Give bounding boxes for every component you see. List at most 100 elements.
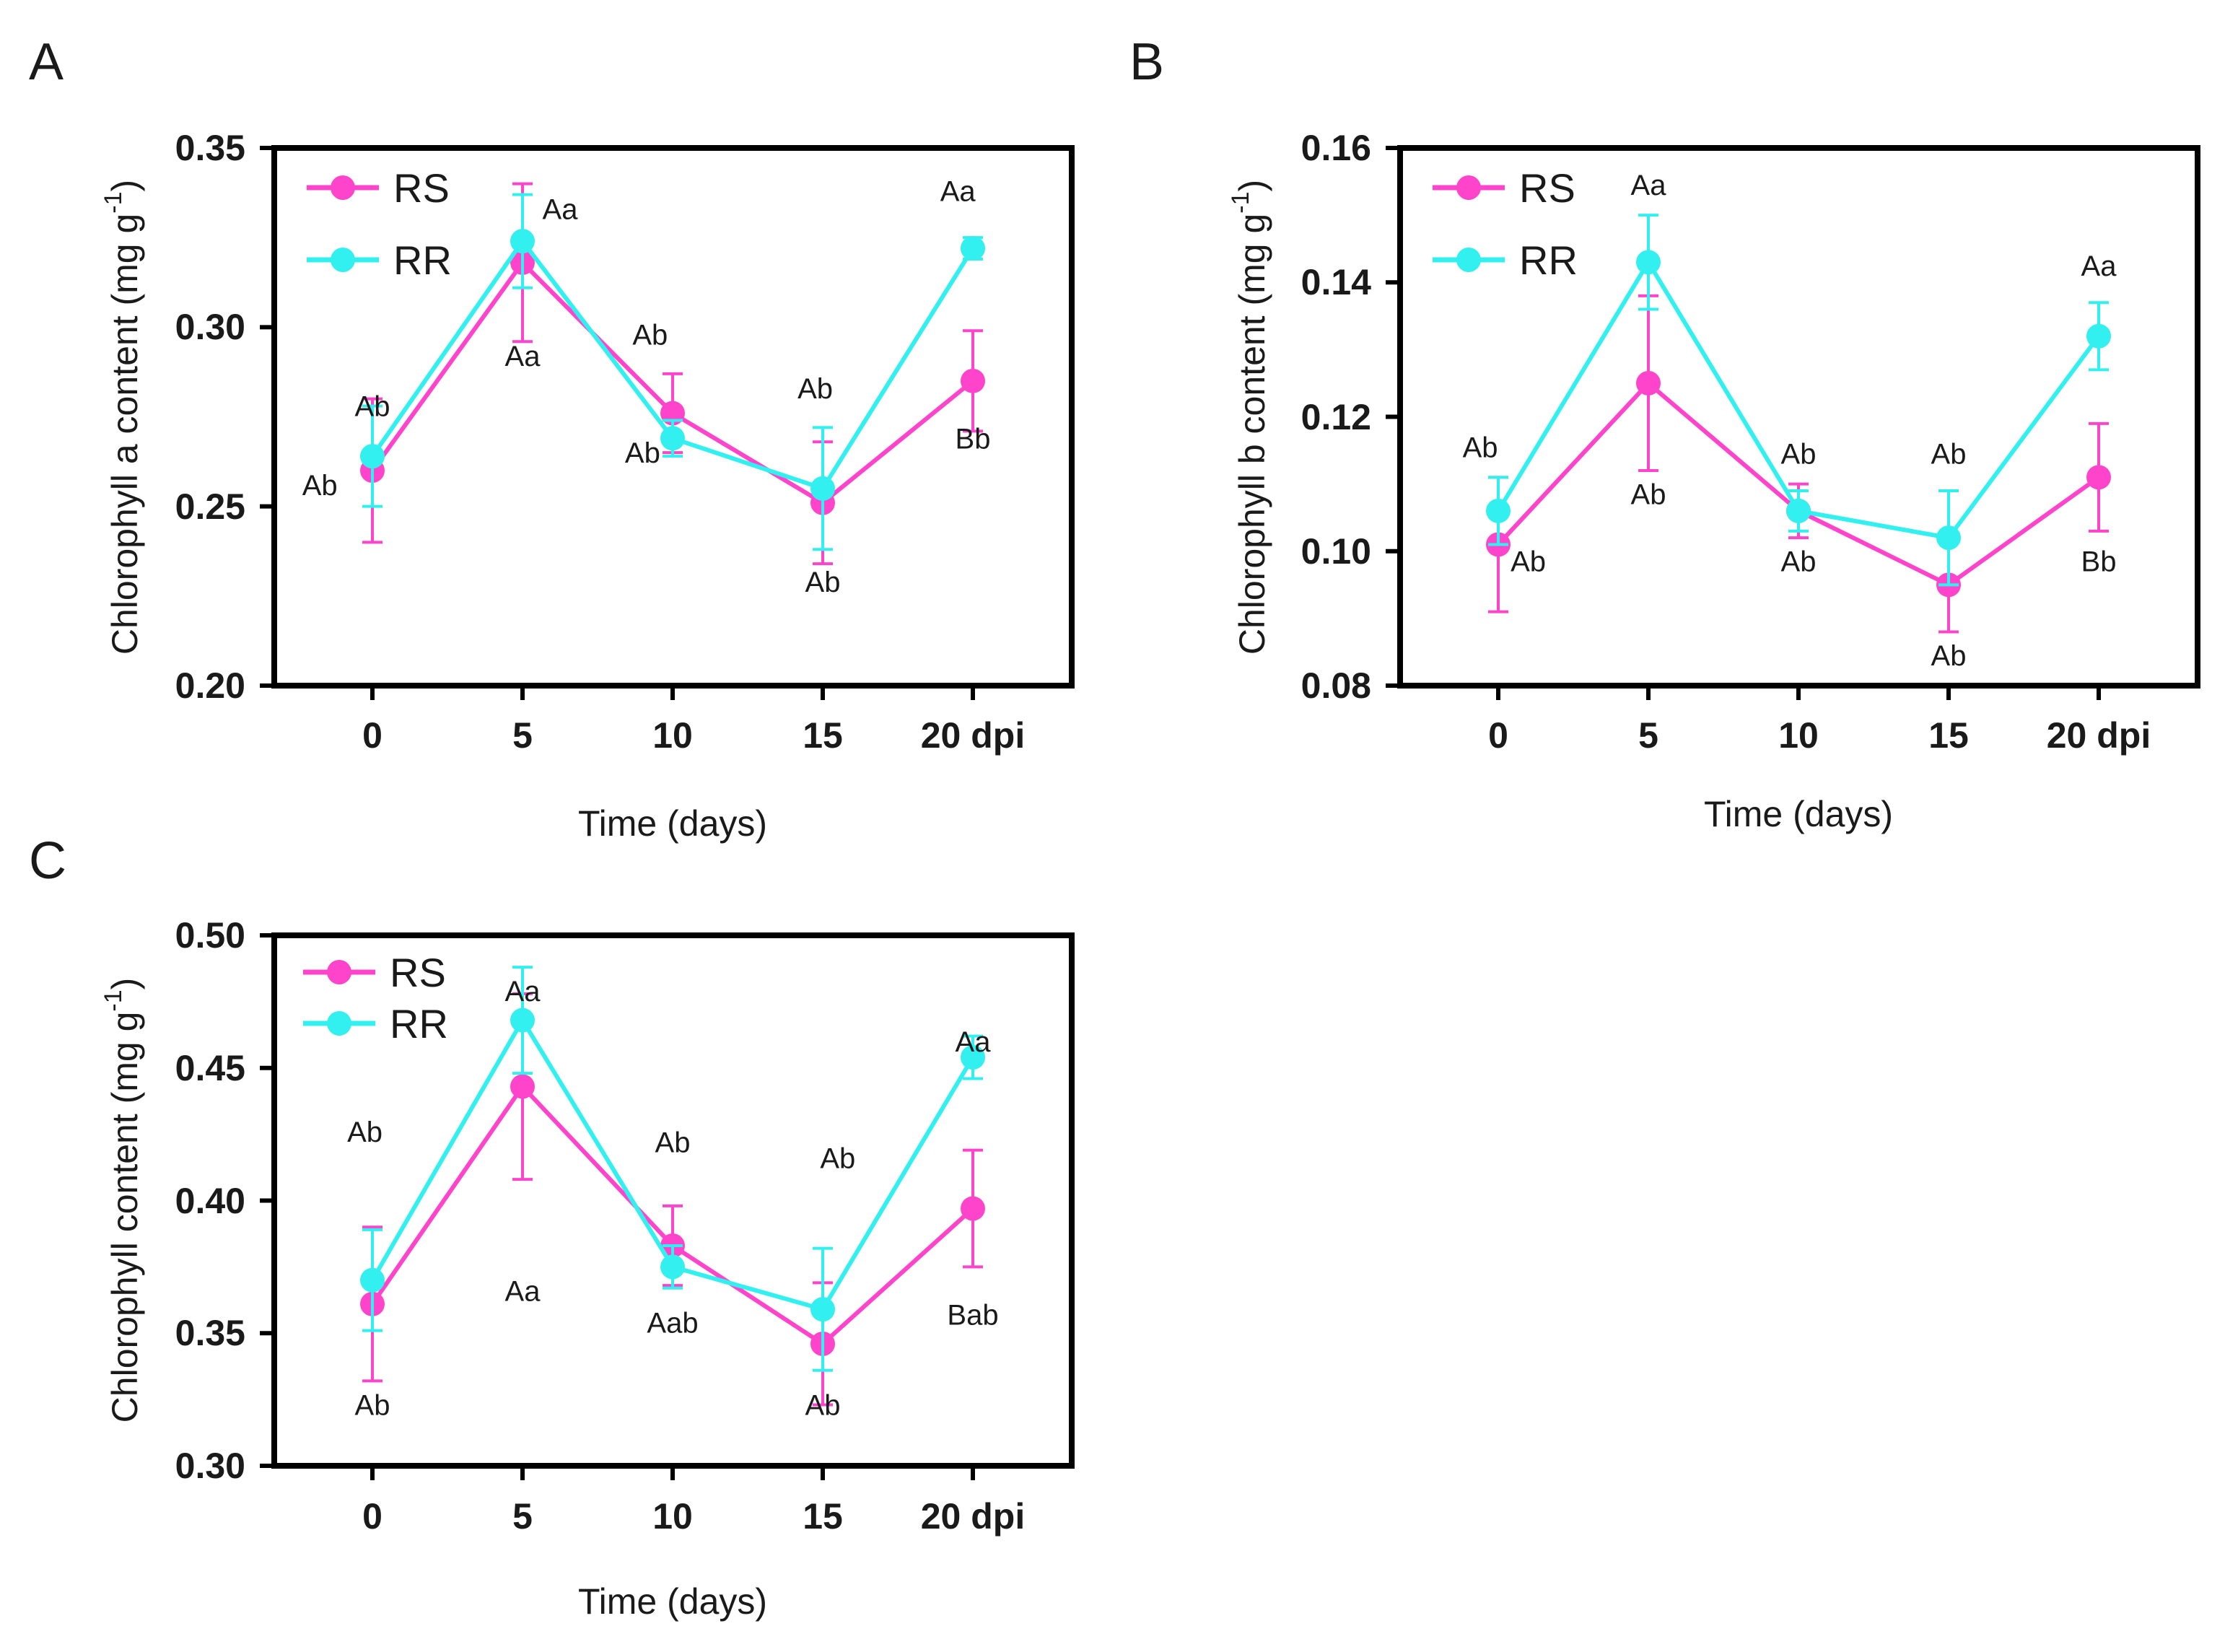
panel-b-xtick-3: 15 <box>1928 715 1969 756</box>
panel-b-plot-frame <box>1397 145 2200 689</box>
panel-c-annotation: Aab <box>647 1308 698 1339</box>
panel-a-annotation: Ab <box>632 319 668 351</box>
panel-a-xtick-0: 0 <box>362 715 383 756</box>
panel-a-ytick-2: 0.30 <box>175 307 245 347</box>
panel-b-rr-point <box>2086 323 2111 349</box>
panel-a-annotation: Ab <box>805 567 841 598</box>
panel-c-annotation: Aa <box>956 1026 992 1058</box>
panel-b-y-axis-title: Chlorophyll b content (mg g-1) <box>1227 180 1272 655</box>
panel-b-annotation: Ab <box>1511 546 1546 578</box>
panel-b-ytick-1: 0.10 <box>1301 531 1371 572</box>
panel-c-xtick-0: 0 <box>362 1496 383 1537</box>
panel-a-annotation: Ab <box>355 391 390 423</box>
panel-a-annotation: Aa <box>543 193 579 225</box>
panel-a-xtick-2: 10 <box>652 715 693 756</box>
panel-a-xtick-4: 20 dpi <box>921 715 1025 756</box>
panel-a-legend-rs-marker <box>331 175 355 200</box>
panel-b: B 0 5 10 15 20 dpi 0.08 0.10 0.12 0.14 0… <box>1129 33 2200 834</box>
panel-c-legend-rr-marker <box>327 1011 351 1036</box>
panel-c-annotation: Bab <box>947 1300 998 1332</box>
panel-a-y-axis-title-sup: -1 <box>100 191 127 213</box>
panel-a-y-axis-title-close: ) <box>105 180 145 192</box>
panel-c-rr-point <box>660 1254 685 1280</box>
panel-c-annotation: Ab <box>355 1389 390 1421</box>
panel-b-ytick-0: 0.08 <box>1301 665 1371 706</box>
panel-c-ytick-2: 0.40 <box>175 1181 245 1221</box>
panel-a-rr-point <box>510 229 535 254</box>
panel-c-legend-rs-label: RS <box>390 950 446 995</box>
panel-b-y-axis-title-main: Chlorophyll b content (mg g <box>1232 214 1272 655</box>
panel-c-y-axis-title-close: ) <box>105 978 145 990</box>
panel-c-rr-point <box>810 1297 835 1322</box>
panel-a-legend-rs-label: RS <box>393 165 450 211</box>
panel-c-annotation: Aa <box>505 1275 541 1307</box>
panel-c-marks <box>260 933 985 1480</box>
panel-b-annotation: Ab <box>1931 640 1967 672</box>
panel-b-y-axis-title-close: ) <box>1232 180 1272 192</box>
panel-c-ytick-0: 0.30 <box>175 1446 245 1486</box>
panel-c-rr-point <box>360 1267 385 1293</box>
panel-b-rr-point <box>1486 498 1511 523</box>
panel-c-letter: C <box>29 832 66 890</box>
panel-b-annotations: Ab Ab Aa Ab Ab Ab Ab Ab Aa Bb <box>1463 170 2117 672</box>
panel-c-xtick-4: 20 dpi <box>921 1496 1025 1537</box>
panel-b-marks <box>1386 146 2111 700</box>
panel-c-legend-rr-label: RR <box>390 1001 448 1046</box>
panel-b-annotation: Ab <box>1931 439 1967 471</box>
panel-c-rr-point <box>961 1045 985 1070</box>
panel-c-y-axis-title-sup: -1 <box>100 989 127 1011</box>
panel-b-legend-rr-marker <box>1456 248 1481 272</box>
panel-c-annotations: Ab Ab Aa Aa Ab Aab Ab Ab Aa Bab <box>347 976 998 1421</box>
panel-b-xtick-0: 0 <box>1488 715 1508 756</box>
panel-c-annotation: Ab <box>655 1127 691 1159</box>
panel-b-annotation: Bb <box>2081 546 2117 578</box>
panel-a-ytick-3: 0.35 <box>175 128 245 168</box>
panel-a: A 0 5 10 15 20 dpi 0.20 0.25 0.30 0.35 T… <box>29 33 1075 844</box>
panel-c-xtick-2: 10 <box>652 1496 693 1537</box>
panel-a-annotation: Bb <box>956 423 991 455</box>
panel-c-ytick-1: 0.35 <box>175 1313 245 1353</box>
panel-a-annotation: Aa <box>940 176 976 208</box>
panel-a-x-axis-title: Time (days) <box>578 803 767 844</box>
panel-b-annotation: Ab <box>1781 439 1817 471</box>
panel-c-rs-point <box>510 1074 535 1099</box>
panel-a-y-axis-title-main: Chlorophyll a content (mg g <box>105 214 145 655</box>
panel-a-ytick-0: 0.20 <box>175 665 245 706</box>
panel-a-annotation: Aa <box>505 341 541 372</box>
panel-b-ytick-4: 0.16 <box>1301 128 1371 168</box>
panel-c-annotation: Ab <box>820 1143 855 1175</box>
panel-b-annotation: Ab <box>1463 432 1498 463</box>
panel-c-x-axis-title: Time (days) <box>578 1581 767 1622</box>
panel-a-y-axis-title: Chlorophyll a content (mg g-1) <box>100 180 145 655</box>
panel-a-marks <box>260 146 985 700</box>
panel-b-rr-point <box>1936 525 1961 551</box>
panel-b-xtick-4: 20 dpi <box>2047 715 2151 756</box>
panel-a-legend: RS RR <box>307 165 452 283</box>
panel-a-annotation: Ab <box>625 437 660 469</box>
panel-a-annotation: Ab <box>302 470 338 502</box>
panel-b-rs-point <box>2086 465 2111 490</box>
panel-a-rs-point <box>961 368 985 393</box>
panel-b-annotation: Ab <box>1781 546 1817 578</box>
panel-a-letter: A <box>29 33 64 91</box>
panel-c-annotation: Ab <box>805 1389 841 1421</box>
panel-a-annotation: Ab <box>797 373 833 405</box>
panel-b-annotation: Aa <box>1631 170 1667 201</box>
panel-b-legend-rs-label: RS <box>1519 165 1575 211</box>
panel-b-y-axis-title-sup: -1 <box>1227 191 1254 213</box>
panel-a-legend-rr-label: RR <box>393 237 452 283</box>
panel-b-rs-point <box>1636 370 1661 395</box>
panel-c: C 0 5 10 15 20 dpi 0.30 0.35 0.40 0.45 0… <box>29 832 1075 1622</box>
panel-c-rs-point <box>961 1196 985 1221</box>
panel-c-legend-rs-marker <box>327 960 351 984</box>
panel-c-xtick-3: 15 <box>803 1496 843 1537</box>
panel-b-ytick-3: 0.14 <box>1301 262 1372 302</box>
panel-c-y-axis-title-main: Chlorophyll content (mg g <box>105 1012 145 1423</box>
panel-b-legend-rs-marker <box>1456 175 1481 200</box>
panel-c-annotation: Ab <box>347 1116 383 1148</box>
panel-b-legend-rr-label: RR <box>1519 237 1578 283</box>
panel-b-xtick-1: 5 <box>1638 715 1658 756</box>
panel-b-annotation: Aa <box>2081 250 2117 282</box>
panel-a-annotations: Ab Ab Aa Aa Ab Ab Ab Ab Aa Bb <box>302 176 991 598</box>
